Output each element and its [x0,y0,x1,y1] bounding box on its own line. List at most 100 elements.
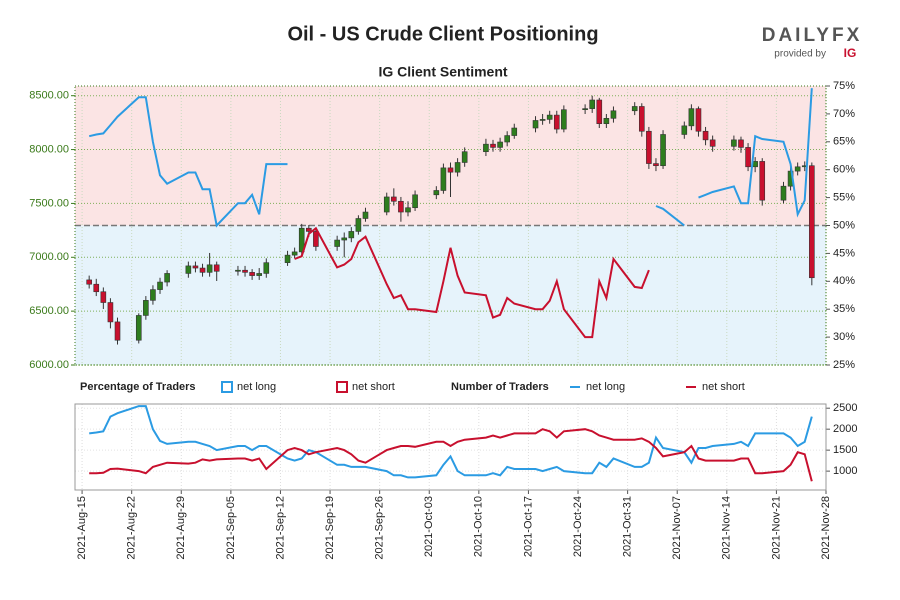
x-tick-label: 2021-Aug-15 [76,496,88,560]
candle-body [150,289,156,301]
trader-count-line [89,405,813,479]
legend-label: net long [586,381,625,393]
candle-body [391,196,397,202]
page-title: Oil - US Crude Client Positioning [287,23,598,45]
candle-body [646,130,652,164]
candle-body [405,207,411,213]
y-tick-label: 1500 [833,444,857,456]
candle-body [553,114,560,130]
candle-body [454,162,461,173]
candle-body [164,273,170,283]
candle-body [433,190,440,196]
candle-body [100,291,107,303]
x-tick-label: 2021-Oct-17 [522,496,534,557]
candle-body [383,196,390,213]
candle-body [759,161,766,201]
candle-body [263,262,270,274]
y-tick-label: 6500.00 [29,305,69,317]
candle-body [638,106,645,132]
logo-brand: DAILYFX [762,25,863,46]
candle-body [341,237,348,241]
x-tick-label: 2021-Oct-03 [423,496,435,557]
candle-body [235,269,241,272]
candle-body [313,231,319,247]
legend-swatch [221,381,233,393]
candle-body [192,265,199,269]
candle-body [206,264,213,273]
y2-tick-label: 25% [833,359,855,371]
x-tick-label: 2021-Sep-26 [374,496,386,560]
candle-body [794,166,801,172]
y-tick-label: 8500.00 [29,90,69,102]
candle-body [199,267,206,273]
candle-body [86,279,92,285]
x-tick-label: 2021-Oct-10 [473,496,485,557]
legend-title: Percentage of Traders [80,381,196,393]
candle-body [412,194,418,209]
candle-body [610,110,617,119]
candle-body [298,227,305,253]
candle-body [355,218,362,232]
x-tick-label: 2021-Aug-22 [126,496,138,560]
y-tick-label: 8000.00 [29,143,69,155]
candle-body [398,200,404,213]
logo-provider: IG [844,46,857,60]
candle-body [653,163,659,167]
legend-title: Number of Traders [451,381,549,393]
x-tick-label: 2021-Sep-19 [324,496,336,560]
logo-tagline: provided by [774,49,826,60]
y2-tick-label: 50% [833,219,855,231]
candle-body [546,114,553,120]
legend-label: net short [352,381,395,393]
candle-body [107,302,114,323]
candle-body [631,106,638,112]
candle-body [709,139,716,147]
candle-body [334,239,340,247]
candle-body [114,321,121,341]
candle-body [532,120,539,129]
candle-body [780,185,787,201]
candle-body [249,272,255,276]
candle-body [362,211,369,219]
x-tick-label: 2021-Oct-24 [572,496,584,557]
y-tick-label: 7500.00 [29,197,69,209]
x-tick-label: 2021-Sep-05 [225,496,237,560]
x-tick-label: 2021-Aug-29 [175,496,187,560]
candle-body [688,108,695,127]
candle-body [135,315,142,341]
candle-body [582,108,588,110]
legend-label: net long [237,381,276,393]
y2-tick-label: 65% [833,136,855,148]
x-tick-label: 2021-Nov-07 [671,496,683,560]
y2-tick-label: 55% [833,192,855,204]
legend-swatch [336,381,348,393]
candle-body [539,119,546,121]
candle-body [681,125,688,135]
y-tick-label: 1000 [833,465,857,477]
candle-body [603,118,610,125]
candle-body [745,147,751,168]
plot-frame [74,85,827,366]
candle-body [695,108,702,132]
candle-body [511,127,518,136]
candle-body [440,167,447,191]
y2-tick-label: 35% [833,303,855,315]
candle-body [483,143,489,153]
y2-tick-label: 40% [833,275,855,287]
candle-body [497,141,503,148]
legend-label: net short [702,381,745,393]
trader-count-line [89,428,813,482]
candle-body [461,151,468,163]
candle-body [561,109,567,130]
candle-body [157,281,163,290]
candle-body [809,165,815,279]
x-tick-label: 2021-Nov-14 [721,496,733,560]
sentiment-line [88,88,813,228]
candle-body [589,99,595,109]
candle-body [702,130,709,141]
candle-body [93,283,100,293]
y2-tick-label: 30% [833,331,855,343]
candle-body [256,273,263,276]
candle-body [185,265,192,274]
